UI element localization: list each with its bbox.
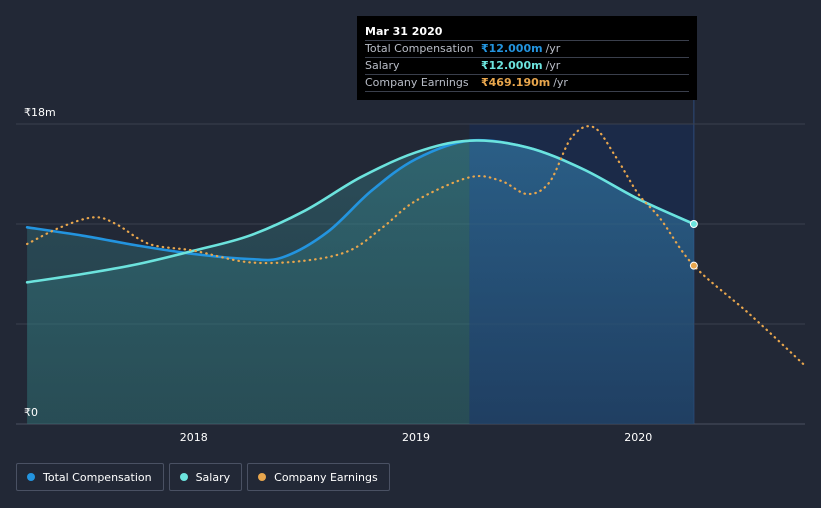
hover-tooltip: Mar 31 2020 Total Compensation ₹12.000m …	[357, 16, 697, 100]
legend-label: Salary	[195, 470, 231, 484]
tooltip-date: Mar 31 2020	[365, 23, 689, 41]
series-line-salary	[25, 139, 696, 284]
x-tick-label: 2019	[402, 431, 430, 444]
tooltip-label: Salary	[365, 59, 400, 72]
x-tick-label: 2018	[180, 431, 208, 444]
tooltip-row-salary: Salary ₹12.000m /yr	[365, 58, 689, 75]
dot-icon	[27, 473, 35, 481]
legend-item-salary[interactable]: Salary	[168, 463, 243, 491]
y-tick-label: ₹18m	[24, 106, 56, 119]
area-salary	[27, 140, 470, 424]
dot-icon	[179, 473, 188, 481]
legend-item-company-earnings[interactable]: Company Earnings	[247, 463, 390, 491]
x-tick-label: 2020	[624, 431, 652, 444]
dot-icon	[258, 473, 267, 481]
y-tick-label: ₹0	[24, 406, 38, 419]
marker-salary	[689, 220, 698, 228]
legend-label: Company Earnings	[274, 470, 378, 484]
legend-item-total-compensation[interactable]: Total Compensation	[16, 463, 164, 491]
series-line-company_earnings	[26, 125, 807, 367]
tooltip-row-company-earnings: Company Earnings ₹469.190m /yr	[365, 75, 689, 92]
marker-company_earnings	[689, 261, 698, 270]
tooltip-unit: /yr	[553, 76, 568, 89]
tooltip-value: ₹469.190m	[481, 76, 551, 89]
legend-label: Total Compensation	[43, 470, 152, 484]
tooltip-unit: /yr	[545, 59, 561, 72]
tooltip-label: Company Earnings	[365, 76, 469, 89]
tooltip-value: ₹12.000m	[481, 42, 543, 55]
tooltip-unit: /yr	[545, 42, 561, 55]
area-salary-highlight	[469, 140, 694, 424]
tooltip-row-total-compensation: Total Compensation ₹12.000m /yr	[365, 41, 689, 58]
tooltip-label: Total Compensation	[365, 42, 474, 55]
chart-legend: Total Compensation Salary Company Earnin…	[16, 463, 390, 491]
tooltip-value: ₹12.000m	[481, 59, 543, 72]
